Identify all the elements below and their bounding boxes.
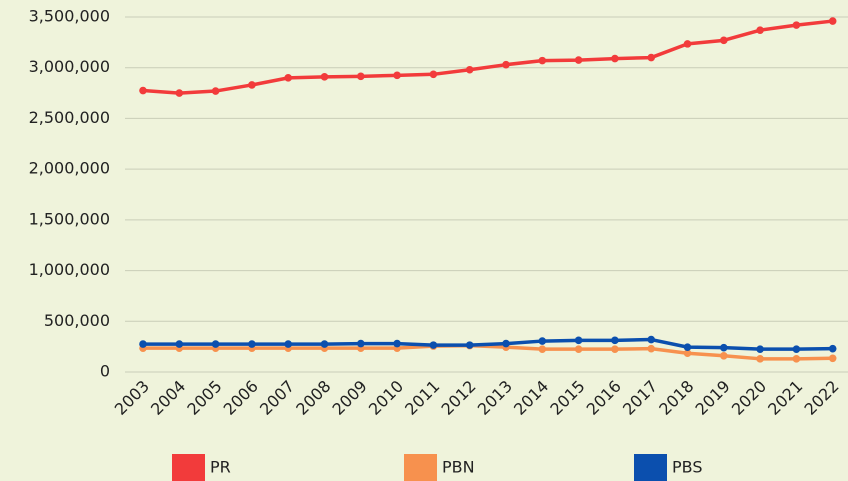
data-point — [175, 340, 184, 348]
legend-swatch — [404, 454, 437, 481]
legend-label: PR — [210, 458, 231, 477]
data-point — [139, 86, 147, 95]
y-tick-label: 3,500,000 — [29, 7, 110, 26]
data-point — [828, 17, 837, 25]
data-point — [538, 345, 547, 353]
data-point — [756, 26, 764, 34]
data-point — [828, 354, 837, 363]
data-point — [248, 81, 256, 89]
y-tick-label: 2,000,000 — [29, 159, 110, 178]
y-tick-label: 1,000,000 — [29, 260, 110, 279]
data-point — [574, 336, 583, 345]
legend-swatch — [172, 454, 205, 481]
data-point — [647, 344, 655, 353]
data-point — [720, 343, 728, 352]
data-point — [393, 339, 401, 348]
data-point — [357, 72, 365, 81]
y-tick-label: 500,000 — [44, 311, 110, 330]
data-point — [538, 337, 547, 345]
data-point — [574, 345, 583, 353]
data-point — [792, 355, 801, 363]
data-point — [828, 344, 837, 353]
data-point — [683, 40, 692, 48]
data-point — [502, 339, 510, 348]
data-point — [284, 340, 293, 348]
data-point — [502, 60, 510, 69]
data-point — [611, 345, 619, 353]
data-point — [429, 341, 438, 349]
data-point — [611, 54, 619, 63]
data-point — [538, 56, 547, 65]
y-tick-label: 2,500,000 — [29, 108, 110, 127]
legend-swatch — [634, 454, 667, 481]
data-point — [792, 345, 801, 353]
data-point — [647, 335, 655, 344]
y-tick-label: 0 — [100, 362, 110, 381]
data-point — [393, 71, 401, 80]
data-point — [211, 87, 220, 95]
data-point — [574, 56, 583, 64]
data-point — [465, 65, 474, 74]
data-point — [284, 74, 293, 82]
y-tick-label: 1,500,000 — [29, 209, 110, 228]
data-point — [175, 89, 184, 97]
data-point — [756, 345, 764, 353]
data-point — [720, 36, 728, 45]
data-point — [756, 355, 764, 363]
data-point — [465, 341, 474, 349]
data-point — [357, 339, 365, 348]
data-point — [211, 340, 220, 348]
series-line — [143, 343, 833, 361]
data-point — [792, 21, 801, 29]
data-point — [720, 351, 728, 360]
y-tick-label: 3,000,000 — [29, 57, 110, 76]
data-point — [248, 340, 256, 348]
data-point — [320, 340, 329, 348]
data-point — [139, 340, 147, 348]
data-point — [611, 336, 619, 345]
data-point — [683, 343, 692, 351]
data-point — [683, 349, 692, 358]
legend-label: PBS — [672, 458, 703, 477]
legend-label: PBN — [442, 458, 475, 477]
data-point — [429, 70, 438, 79]
data-point — [647, 53, 655, 62]
data-point — [320, 73, 329, 81]
series-line — [143, 337, 833, 351]
series-line — [142, 19, 833, 95]
